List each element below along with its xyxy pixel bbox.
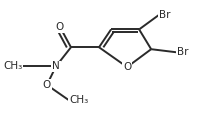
Text: N: N	[52, 61, 60, 71]
Text: CH₃: CH₃	[4, 61, 23, 71]
Text: CH₃: CH₃	[69, 95, 88, 105]
Text: O: O	[56, 22, 64, 32]
Text: Br: Br	[177, 47, 189, 57]
Text: Br: Br	[159, 10, 171, 20]
Text: O: O	[43, 80, 51, 90]
Text: O: O	[123, 62, 131, 72]
